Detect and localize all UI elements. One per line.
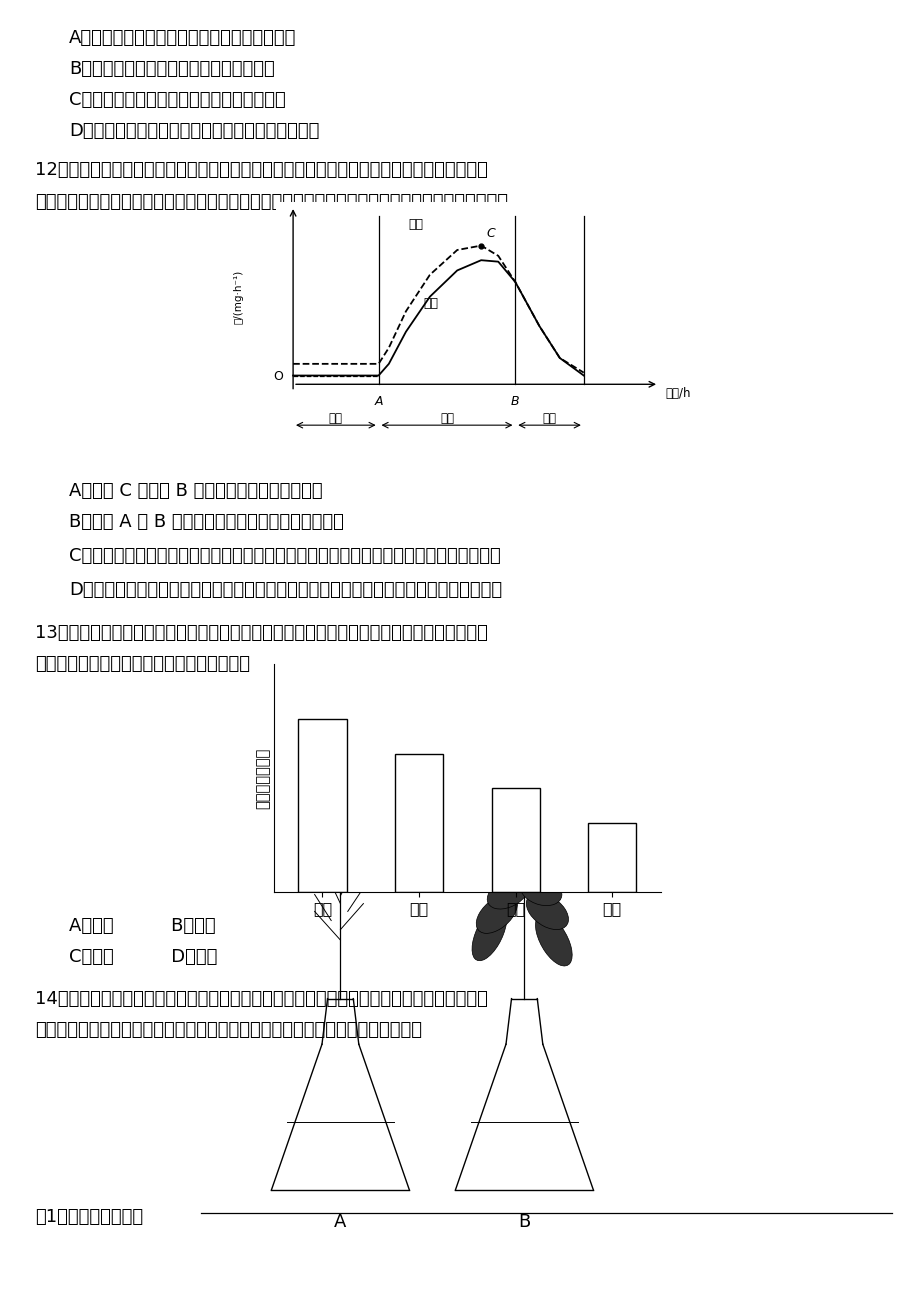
Text: 吸水: 吸水: [423, 297, 437, 310]
Text: A．图中 C 点表达 B 时刻蝓腾速率等于吸水速率: A．图中 C 点表达 B 时刻蝓腾速率等于吸水速率: [69, 482, 323, 500]
Ellipse shape: [519, 875, 562, 906]
Text: O: O: [273, 370, 282, 383]
Text: 13．从四个不同地区采集的同一种植物的叶，测出气孔的数目并计算平均值，数据如图所示，: 13．从四个不同地区采集的同一种植物的叶，测出气孔的数目并计算平均值，数据如图所…: [35, 624, 487, 642]
Bar: [491, 788, 539, 892]
Text: B．液滴是由泥土中的水蜗发后液化而成的: B．液滴是由泥土中的水蜗发后液化而成的: [69, 60, 275, 78]
Text: 水/(mg·h⁻¹): 水/(mg·h⁻¹): [233, 270, 244, 324]
Ellipse shape: [535, 914, 572, 966]
Bar: [587, 823, 636, 892]
Text: C: C: [486, 227, 494, 240]
Text: A: A: [374, 395, 382, 408]
Ellipse shape: [526, 893, 568, 930]
Text: 据图分析可知，降水量最大的地区是（　　）: 据图分析可知，降水量最大的地区是（ ）: [35, 655, 250, 673]
Text: 14．给你两个如下图所示的装置，锥形瓶里面插入相似植物的枝条，一枝有叶，一枝无叶。两: 14．给你两个如下图所示的装置，锥形瓶里面插入相似植物的枝条，一枝有叶，一枝无叶…: [35, 990, 487, 1008]
Text: 一天内光照和黑暗环境下吸水速率与蝓腾速率的变化过程，请据图分析，下列说法错误的是（　　）: 一天内光照和黑暗环境下吸水速率与蝓腾速率的变化过程，请据图分析，下列说法错误的是…: [35, 193, 507, 211]
Text: 蝓腾: 蝓腾: [408, 217, 424, 230]
Text: A: A: [334, 1213, 346, 1232]
Ellipse shape: [471, 906, 506, 961]
Text: 黑暗: 黑暗: [542, 411, 556, 424]
Text: （1）你提出的问题是: （1）你提出的问题是: [35, 1208, 143, 1226]
Text: 黑暗: 黑暗: [328, 411, 343, 424]
Text: D．液滴是由植物蝓腾作用散发的水蜗气液化而成的: D．液滴是由植物蝓腾作用散发的水蜗气液化而成的: [69, 122, 319, 141]
Text: 光照: 光照: [439, 411, 453, 424]
Text: A．植物在光下只进行光合伙用不进行呼吸作用: A．植物在光下只进行光合伙用不进行呼吸作用: [69, 29, 296, 47]
Text: 瓶内水面高度相似。请设计一种实验，探究植物的叶与否是进行蝓腾作用的器官。: 瓶内水面高度相似。请设计一种实验，探究植物的叶与否是进行蝓腾作用的器官。: [35, 1021, 422, 1039]
Ellipse shape: [476, 894, 516, 934]
Text: C．液滴是由植物放出的二氧化碳液化而成的: C．液滴是由植物放出的二氧化碳液化而成的: [69, 91, 286, 109]
Text: B: B: [517, 1213, 530, 1232]
Text: B．图中 A 到 B 时间段内，蝓腾速率不小于吸水速率: B．图中 A 到 B 时间段内，蝓腾速率不小于吸水速率: [69, 513, 344, 531]
Text: D．有光照时，蝓腾速率有也许会不不小于吸水速率，黑暗时吸水速率总是不小于蝓腾速率: D．有光照时，蝓腾速率有也许会不不小于吸水速率，黑暗时吸水速率总是不小于蝓腾速率: [69, 581, 502, 599]
Ellipse shape: [509, 850, 548, 879]
Text: 12．下图是某科研小组研究某植物吸水速率与蝓腾速率关系时绘制的曲线图，图中两曲线表达: 12．下图是某科研小组研究某植物吸水速率与蝓腾速率关系时绘制的曲线图，图中两曲线…: [35, 161, 487, 180]
Text: C．丙地          D．丁地: C．丙地 D．丁地: [69, 948, 217, 966]
Text: B: B: [510, 395, 519, 408]
Bar: [394, 754, 443, 892]
Ellipse shape: [499, 861, 539, 889]
Text: C．有光照时，蝓腾速率有也许会不小于吸水速率，黑暗时吸水速率总是不不小于蝓腾速率: C．有光照时，蝓腾速率有也许会不小于吸水速率，黑暗时吸水速率总是不不小于蝓腾速率: [69, 547, 500, 565]
Text: 时间/h: 时间/h: [665, 387, 690, 400]
Y-axis label: 每片叶的气孔数: 每片叶的气孔数: [255, 747, 269, 809]
Bar: [298, 719, 346, 892]
Text: A．甲地          B．乙地: A．甲地 B．乙地: [69, 917, 215, 935]
Ellipse shape: [487, 878, 528, 909]
